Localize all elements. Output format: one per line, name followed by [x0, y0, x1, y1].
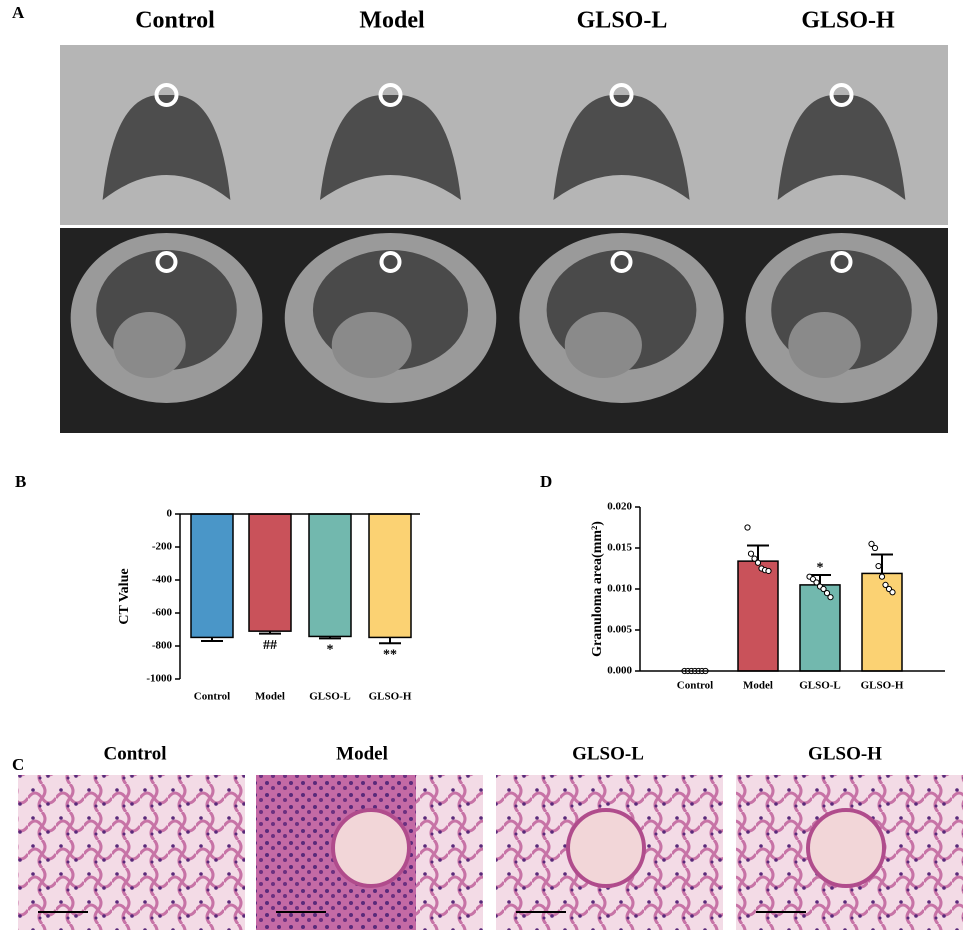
error-bar [809, 574, 831, 585]
panel-label: A [12, 3, 25, 22]
y-tick-label: 0.005 [607, 624, 632, 636]
significance: * [327, 643, 334, 658]
y-tick-label: 0.015 [607, 542, 632, 554]
bar [190, 513, 234, 639]
spine [609, 83, 634, 107]
error-bar [871, 553, 893, 574]
lung [777, 95, 906, 200]
bar [861, 572, 903, 672]
significance: * [817, 560, 824, 575]
x-tick-label: GLSO-H [369, 691, 412, 703]
x-tick-label: Control [194, 691, 230, 703]
histology [18, 775, 245, 930]
significance: ## [263, 638, 277, 653]
bar [737, 560, 779, 672]
panel-label: B [15, 472, 26, 491]
x-tick-label: Model [255, 691, 285, 703]
column-header: GLSO-H [808, 743, 882, 764]
error-bar [201, 637, 223, 643]
data-point [827, 594, 834, 601]
data-point [747, 550, 755, 557]
column-header: Control [135, 8, 215, 34]
data-point [744, 524, 751, 531]
spine [378, 83, 403, 107]
panel-label: D [540, 472, 552, 491]
data-point [751, 555, 758, 562]
y-tick-label: 0.020 [607, 501, 632, 513]
y-tick-label: 0.010 [607, 583, 632, 595]
data-point [875, 562, 882, 570]
spine [610, 251, 633, 273]
data-point [820, 585, 827, 593]
x-tick-label: GLSO-L [799, 680, 841, 692]
heart [564, 312, 642, 378]
x-tick-label: GLSO-H [861, 680, 904, 692]
column-header: Model [359, 8, 425, 34]
bar [368, 513, 412, 639]
data-point [871, 544, 879, 552]
y-tick-label: -200 [152, 541, 173, 553]
heart [113, 312, 186, 378]
ct-images [60, 45, 948, 433]
heart [331, 312, 412, 378]
data-point [868, 540, 875, 548]
x-tick-label: Model [743, 680, 773, 692]
y-tick-label: -400 [152, 574, 173, 586]
y-tick-label: -800 [152, 640, 173, 652]
error-bar [319, 636, 341, 640]
bar [799, 584, 841, 672]
y-axis-label: CT Value [117, 568, 132, 624]
granuloma [331, 808, 411, 888]
lung [320, 95, 461, 200]
error-bar [379, 637, 401, 645]
column-header: GLSO-L [572, 743, 644, 764]
spine [830, 251, 853, 273]
y-tick-label: 0 [167, 508, 173, 520]
error-bar [259, 631, 281, 635]
granuloma [566, 808, 646, 888]
spine [379, 251, 402, 273]
column-header: Control [104, 743, 167, 764]
data-point [754, 559, 762, 566]
data-point [813, 579, 820, 586]
histology-images [18, 775, 963, 930]
heart [788, 312, 861, 378]
significance: ** [383, 647, 397, 662]
data-point [878, 573, 886, 580]
bar [248, 513, 292, 632]
panel-label: C [12, 755, 24, 774]
column-header: Model [336, 743, 388, 764]
lung [553, 95, 690, 200]
column-header: GLSO-H [801, 8, 895, 34]
granuloma [806, 808, 886, 888]
data-point [823, 590, 831, 597]
bar [308, 513, 352, 638]
data-point [889, 589, 896, 596]
spine [155, 251, 178, 273]
spine [829, 83, 854, 107]
x-tick-label: GLSO-L [309, 691, 351, 703]
x-tick-label: Control [677, 680, 713, 692]
lung [102, 95, 231, 200]
y-axis-label: Granuloma area(mm²) [590, 521, 605, 657]
error-bar [747, 544, 769, 562]
y-tick-label: -1000 [146, 673, 172, 685]
y-tick-label: -600 [152, 607, 173, 619]
data-point [765, 567, 772, 575]
column-header: GLSO-L [577, 8, 668, 34]
data-point [882, 581, 889, 589]
y-tick-label: 0.000 [607, 665, 632, 677]
spine [154, 83, 179, 107]
